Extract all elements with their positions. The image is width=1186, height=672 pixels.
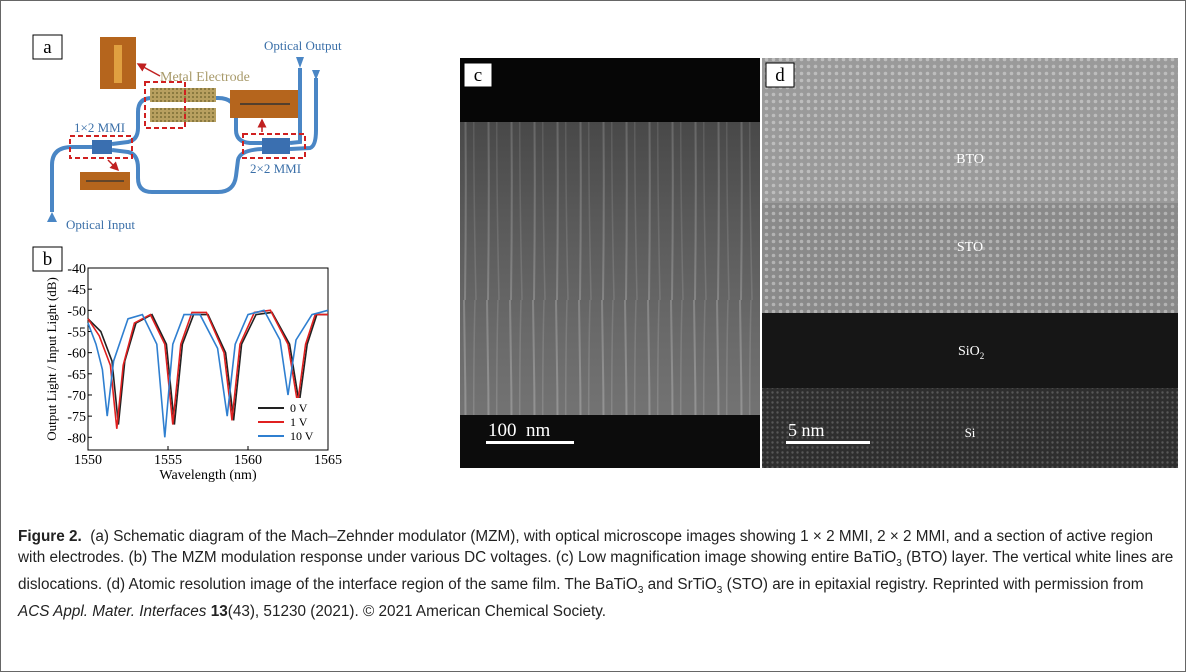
x-tick-label: 1555 <box>154 453 182 468</box>
annotation: 2×2 MMI <box>250 161 301 176</box>
y-tick-label: -65 <box>67 368 86 383</box>
legend-label: 1 V <box>290 415 308 429</box>
panel-label: b <box>43 249 53 270</box>
caption-run: 3 <box>716 585 723 597</box>
lattice <box>762 58 1178 203</box>
x-tick-label: 1565 <box>314 453 342 468</box>
annotation: Optical Output <box>264 38 342 53</box>
annotation: Metal Electrode <box>160 70 250 85</box>
panel-label-box <box>32 246 63 272</box>
y-tick-label: -40 <box>67 262 86 277</box>
figure-caption: Figure 2. (a) Schematic diagram of the M… <box>18 526 1174 622</box>
panel-d: d BTO STO SiO2 Si 5 nm <box>762 58 1178 468</box>
y-tick-label: -55 <box>67 325 86 340</box>
panel-label-box <box>463 62 493 88</box>
caption-run: (BTO) layer. The vertical white lines ar… <box>18 549 1178 594</box>
panel-label: c <box>474 65 482 86</box>
x-axis-label: Wavelength (nm) <box>159 468 257 483</box>
y-tick-label: -75 <box>67 410 86 425</box>
figure: a Metal Electrode Optical Output 1×2 MMI… <box>32 34 1178 483</box>
caption-run: and SrTiO <box>643 576 717 594</box>
series-line <box>87 309 328 429</box>
annotation: 1×2 MMI <box>74 120 125 135</box>
x-tick-label: 1560 <box>234 453 262 468</box>
mmi <box>92 140 112 154</box>
scale-bar-label: 100 nm <box>488 420 551 441</box>
electrode <box>150 108 216 122</box>
subscript: 2 <box>980 351 985 361</box>
panel-label: a <box>43 37 52 58</box>
y-axis-label: Output Light / Input Light (dB) <box>44 277 59 441</box>
plot-frame <box>87 267 329 451</box>
highlight-box <box>69 135 133 159</box>
film-shading <box>460 122 760 415</box>
lattice <box>762 388 1178 468</box>
panel-b: b -40 -45 -50 -55 -60 -65 -70 -75 -80 1550 1555 156… <box>32 246 342 483</box>
legend-label: 10 V <box>290 429 314 443</box>
panel-label-box <box>32 34 63 60</box>
caption-run: ACS Appl. Mater. Interfaces <box>18 603 207 621</box>
layer-label: Si <box>965 425 976 440</box>
arrow <box>107 159 120 172</box>
panel-label-box <box>765 62 795 88</box>
layer-label: BTO <box>956 152 984 167</box>
caption-run: 3 <box>896 558 902 570</box>
annotation: Optical Input <box>66 217 135 232</box>
caption-run: 13 <box>210 603 228 621</box>
caption-run: (43), 51230 (2021). © 2021 American Chem… <box>227 603 607 621</box>
scale-bar <box>486 441 574 444</box>
highlight-box <box>144 81 186 129</box>
caption-run: Figure 2. <box>18 528 82 545</box>
layer-label: SiO2 <box>958 344 984 361</box>
y-tick-label: -70 <box>67 389 86 404</box>
caption-run: 3 <box>637 585 644 597</box>
electrode <box>150 88 216 102</box>
caption-run: (a) Schematic diagram of the Mach–Zehnde… <box>18 528 1158 566</box>
series-line <box>87 309 329 438</box>
scale-bar <box>786 441 870 444</box>
arrow <box>136 63 161 77</box>
mmi <box>262 138 290 154</box>
legend-label: 0 V <box>290 401 308 415</box>
panel-label: d <box>775 65 785 86</box>
scale-bar-label: 5 nm <box>788 420 825 440</box>
panel-a: a Metal Electrode Optical Output 1×2 MMI… <box>32 34 342 232</box>
layer-label-text: SiO <box>958 344 980 359</box>
panel-c: c 100 nm <box>460 58 760 468</box>
x-tick-label: 1550 <box>74 453 102 468</box>
y-tick-label: -50 <box>67 304 86 319</box>
y-tick-label: -45 <box>67 283 86 298</box>
output-arrow <box>312 70 320 80</box>
y-tick-label: -60 <box>67 347 86 362</box>
micrograph-detail <box>114 45 122 83</box>
input-arrow <box>47 212 57 222</box>
y-tick-label: -80 <box>67 431 86 446</box>
highlight-box <box>242 133 306 159</box>
caption-run: (STO) are in epitaxial registry. Reprint… <box>722 576 1148 594</box>
layer-label: STO <box>957 240 983 255</box>
output-arrow <box>296 57 304 68</box>
lattice <box>762 203 1178 313</box>
sio2-layer <box>762 313 1178 388</box>
